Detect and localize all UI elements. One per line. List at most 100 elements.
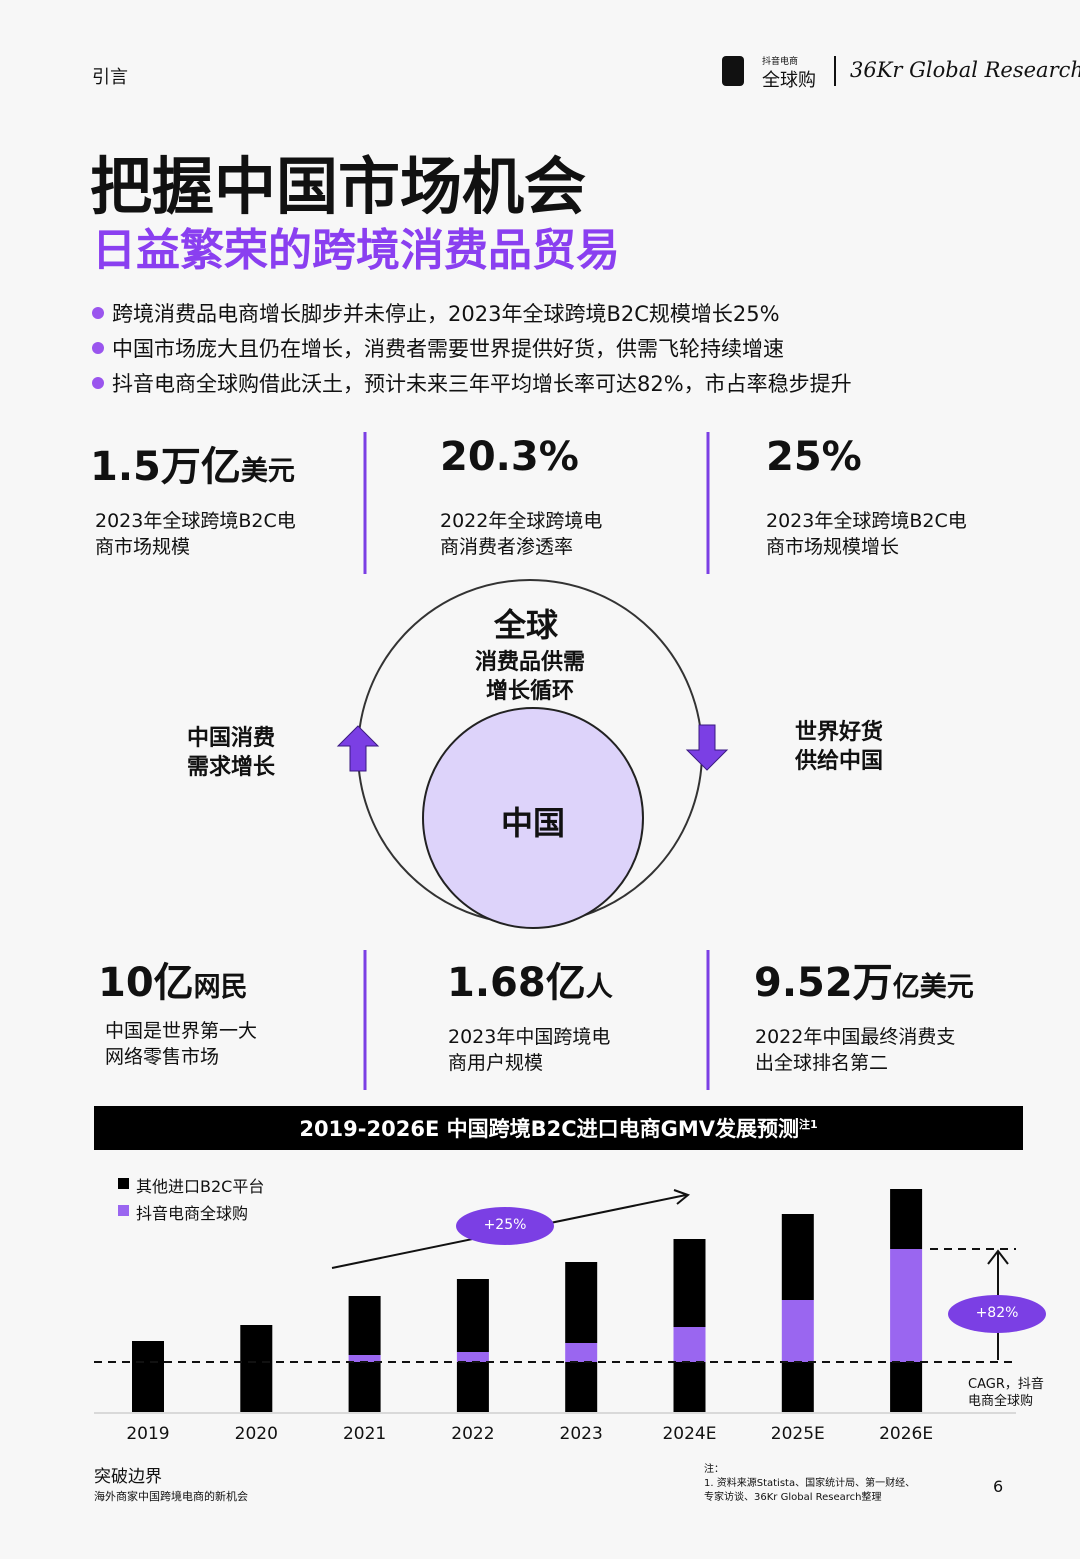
cycle-left: 中国消费 需求增长 [170, 724, 292, 782]
chart-title-text: 2019-2026E 中国跨境B2C进口电商GMV发展预测 [299, 1117, 800, 1141]
bar-segment [781, 1362, 814, 1412]
stat: 10亿网民 [98, 950, 248, 1008]
bar-segment [673, 1327, 706, 1362]
up-arrow [336, 725, 380, 772]
bar-segment [456, 1362, 489, 1412]
bar-segment [348, 1296, 381, 1355]
line: 2022年全球跨境电 [440, 510, 603, 532]
stat-value: 1.68亿 [447, 960, 586, 1006]
bar-segment [890, 1189, 923, 1249]
x-tick-label: 2019 [126, 1424, 170, 1444]
line: 商用户规模 [448, 1052, 544, 1074]
line: 中国消费 [186, 726, 275, 751]
legend-swatch [118, 1205, 129, 1216]
annotation: +82% [975, 1305, 1019, 1321]
bar-segment [673, 1362, 706, 1412]
title: 把握中国市场机会 [90, 150, 587, 223]
footer-title: 突破边界 [94, 1467, 162, 1487]
stat: 20.3% [440, 434, 579, 480]
line: 供给中国 [794, 749, 883, 774]
subtitle: 日益繁荣的跨境消费品贸易 [92, 225, 620, 276]
x-tick-label: 2026E [879, 1424, 934, 1444]
legend-label: 其他进口B2C平台 [136, 1177, 265, 1196]
bar-segment [348, 1362, 381, 1412]
annotation: CAGR，抖音 电商全球购 [968, 1376, 1044, 1410]
stat-desc: 2023年全球跨境B2C电 商市场规模增长 [766, 508, 967, 560]
legend-label: 抖音电商全球购 [136, 1204, 249, 1223]
stat-desc: 2022年中国最终消费支 出全球排名第二 [755, 1024, 955, 1076]
bar-segment [890, 1362, 923, 1412]
stat-unit: 亿美元 [892, 972, 974, 1003]
bar-segment [781, 1300, 814, 1362]
line: 2023年全球跨境B2C电 [95, 510, 296, 532]
note: 专家访谈、36Kr Global Research整理 [704, 1492, 882, 1503]
bullet: 中国市场庞大且仍在增长，消费者需要世界提供好货，供需飞轮持续增速 [92, 333, 784, 363]
line: 出全球排名第二 [755, 1052, 889, 1074]
page-number: 6 [993, 1477, 1004, 1496]
footer-notes: 注： 1. 资料来源Statista、国家统计局、第一财经、 专家访谈、36Kr G… [704, 1463, 915, 1505]
bar-segment [565, 1343, 598, 1362]
stat: 25% [766, 434, 862, 480]
annotation: +25% [483, 1217, 527, 1233]
stat-desc: 中国是世界第一大 网络零售市场 [105, 1018, 257, 1070]
badge [456, 1207, 554, 1245]
x-tick-label: 2024E [662, 1424, 717, 1444]
cycle-top: 全球 [493, 606, 558, 644]
cycle-center: 中国 [500, 804, 565, 842]
bar-segment [456, 1279, 489, 1352]
stat-value: 20.3% [440, 434, 579, 480]
line: 商市场规模增长 [766, 536, 900, 558]
down-arrow [685, 724, 729, 771]
bar-segment [456, 1352, 489, 1362]
bar-segment [132, 1341, 164, 1412]
line: 2023年中国跨境电 [448, 1026, 611, 1048]
x-tick-label: 2020 [234, 1424, 278, 1444]
cycle-sub: 消费品供需 增长循环 [450, 648, 610, 706]
line: 商市场规模 [95, 536, 191, 558]
bars [132, 1189, 923, 1412]
stat-value: 10亿 [98, 960, 194, 1006]
line: 2023年全球跨境B2C电 [766, 510, 967, 532]
line: 需求增长 [186, 755, 275, 780]
line: CAGR，抖音 [968, 1377, 1044, 1392]
bar-segment [348, 1355, 381, 1362]
badge [948, 1295, 1046, 1333]
line: 增长循环 [485, 679, 574, 704]
stat-value: 25% [766, 434, 862, 480]
logo: 全球购 [762, 70, 816, 91]
stat-dividers [363, 432, 710, 1090]
stat-unit: 人 [585, 972, 613, 1003]
cycle-right: 世界好货 供给中国 [778, 718, 900, 776]
line: 商消费者渗透率 [440, 536, 574, 558]
cagr-arrow-head [987, 1249, 1009, 1265]
bar-segment [565, 1362, 598, 1412]
stat-desc: 2023年全球跨境B2C电 商市场规模 [95, 508, 296, 560]
legend-swatch [118, 1178, 129, 1189]
line: 中国是世界第一大 [105, 1020, 258, 1042]
stat: 9.52万亿美元 [754, 950, 974, 1008]
line: 2022年中国最终消费支 [755, 1026, 956, 1048]
logo-small: 抖音电商 [762, 57, 799, 67]
line: 网络零售市场 [105, 1046, 220, 1068]
stat-desc: 2023年中国跨境电 商用户规模 [448, 1024, 610, 1076]
line: 世界好货 [794, 720, 883, 745]
stat-unit: 美元 [240, 456, 295, 487]
bar-segment [240, 1325, 273, 1412]
stat-value: 1.5万亿 [90, 444, 241, 490]
chart-title: 2019-2026E 中国跨境B2C进口电商GMV发展预测注1 [94, 1113, 1023, 1143]
stat-desc: 2022年全球跨境电 商消费者渗透率 [440, 508, 602, 560]
x-tick-label: 2023 [559, 1424, 603, 1444]
logo: 36Kr Global Research [850, 58, 1080, 82]
stat-unit: 网民 [193, 972, 248, 1003]
logo-divider [834, 56, 836, 86]
bullet: 抖音电商全球购借此沃土，预计未来三年平均增长率可达82%，市占率稳步提升 [92, 368, 852, 398]
note-label: 注： [704, 1464, 724, 1475]
chart-title-bar [94, 1106, 1023, 1150]
stat-value: 9.52万 [754, 960, 893, 1006]
inner-circle [422, 707, 644, 929]
footer-subtitle: 海外商家中国跨境电商的新机会 [94, 1490, 248, 1503]
stat: 1.5万亿美元 [90, 434, 295, 492]
line: 消费品供需 [474, 650, 585, 675]
